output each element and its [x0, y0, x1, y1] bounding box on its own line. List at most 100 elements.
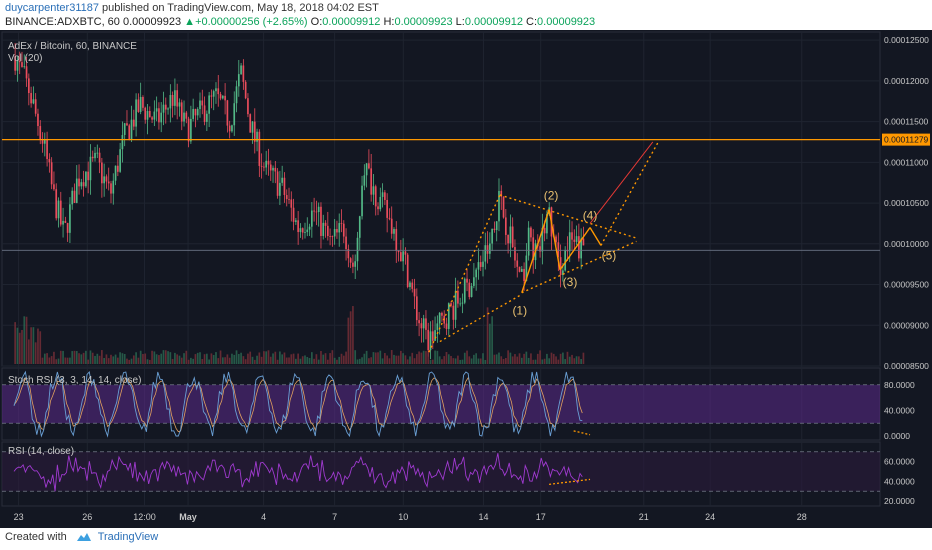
volume-bar [43, 353, 46, 364]
volume-bar [301, 356, 304, 364]
volume-bar [413, 358, 416, 364]
candle-body [274, 167, 277, 172]
candle-body [356, 237, 359, 262]
candle-body [525, 255, 528, 281]
volume-bar [384, 353, 386, 364]
volume-bar [299, 358, 302, 364]
candle-body [96, 152, 99, 154]
volume-bar [564, 359, 567, 364]
volume-bar [400, 350, 402, 364]
target-line [589, 141, 654, 224]
volume-bar [388, 358, 391, 364]
candle-body [329, 236, 331, 237]
candle-body [59, 200, 62, 225]
candle-body [384, 192, 386, 200]
candle-body [203, 105, 206, 122]
volume-bar [142, 353, 144, 364]
price-pane[interactable] [1, 31, 881, 367]
stoch-tick-label: 80.0000 [884, 380, 915, 390]
candle-body [415, 296, 418, 321]
candle-body [160, 112, 163, 123]
volume-bar [258, 352, 261, 364]
volume-bar [50, 356, 53, 364]
volume-bar [256, 355, 258, 364]
x-tick-label: 17 [536, 512, 546, 522]
candle-body [461, 302, 464, 304]
volume-bar [132, 355, 135, 364]
volume-bar [137, 357, 140, 364]
volume-bar [573, 358, 576, 364]
candle-body [454, 290, 457, 320]
volume-bar [507, 350, 509, 364]
volume-bar [427, 352, 430, 364]
volume-bar [390, 350, 393, 364]
up-arrow-icon: ▲ [184, 16, 196, 28]
candle-body [242, 65, 245, 82]
candle-body [301, 228, 304, 233]
volume-bar [201, 358, 204, 364]
pattern-leg-b [439, 293, 523, 343]
tradingview-logo-icon [76, 533, 91, 542]
volume-bar [479, 358, 482, 364]
volume-bar [190, 357, 192, 364]
candle-body [438, 312, 441, 324]
x-tick-label: 12:00 [133, 512, 156, 522]
volume-bar [144, 353, 147, 364]
x-tick-label: 24 [705, 512, 715, 522]
candle-body [447, 303, 450, 329]
tradingview-brand-link[interactable]: TradingView [97, 531, 159, 543]
volume-bar [502, 359, 505, 364]
volume-bar [575, 356, 578, 364]
volume-bar [340, 353, 343, 364]
candle-body [434, 330, 436, 341]
candle-body [422, 318, 425, 329]
volume-bar [409, 356, 411, 364]
author-link[interactable]: duycarpenter31187 [5, 2, 99, 14]
volume-bar [415, 354, 418, 364]
volume-bar [290, 354, 293, 364]
volume-bar [251, 356, 254, 364]
candle-body [78, 178, 80, 187]
candle-body [121, 134, 124, 150]
volume-bar [404, 355, 407, 364]
candle-body [73, 190, 76, 203]
volume-bar [199, 352, 201, 364]
chart-canvas[interactable]: 0.00011279 (1)(2)(3)(4)(5) 80.000040.000… [0, 30, 932, 528]
volume-bar [418, 351, 420, 364]
candle-body [304, 232, 306, 233]
volume-bar [368, 358, 370, 364]
volume-bar [123, 353, 126, 364]
volume-bar [128, 359, 131, 364]
candle-body [498, 190, 500, 222]
volume-bar [406, 359, 409, 364]
volume-bar [580, 359, 582, 364]
volume-bar [112, 356, 115, 364]
candle-body [470, 285, 473, 297]
volume-bar [317, 359, 320, 364]
candle-body [365, 163, 368, 176]
candle-body [441, 312, 443, 316]
x-tick-label: May [179, 512, 197, 522]
volume-bar [509, 352, 512, 364]
price-tick-label: 0.00011000 [884, 157, 929, 167]
candle-body [48, 159, 51, 163]
candle-body [427, 329, 430, 351]
candle-body [155, 108, 158, 112]
candle-body [279, 182, 281, 196]
rsi-divergence-line [549, 478, 591, 485]
volume-bar [87, 359, 90, 364]
volume-bar [514, 354, 516, 364]
candle-body [308, 226, 311, 230]
candle-body [210, 95, 213, 97]
candle-body [94, 152, 96, 159]
candle-body [370, 168, 373, 195]
volume-bar [431, 359, 434, 364]
candle-body [527, 227, 530, 256]
volume-bar [363, 353, 366, 364]
wave-label: (3) [563, 275, 578, 289]
wave-label: (1) [512, 304, 527, 318]
candle-body [256, 131, 258, 142]
volume-bar [231, 353, 233, 364]
volume-bar [468, 356, 471, 364]
volume-bar [336, 359, 338, 364]
